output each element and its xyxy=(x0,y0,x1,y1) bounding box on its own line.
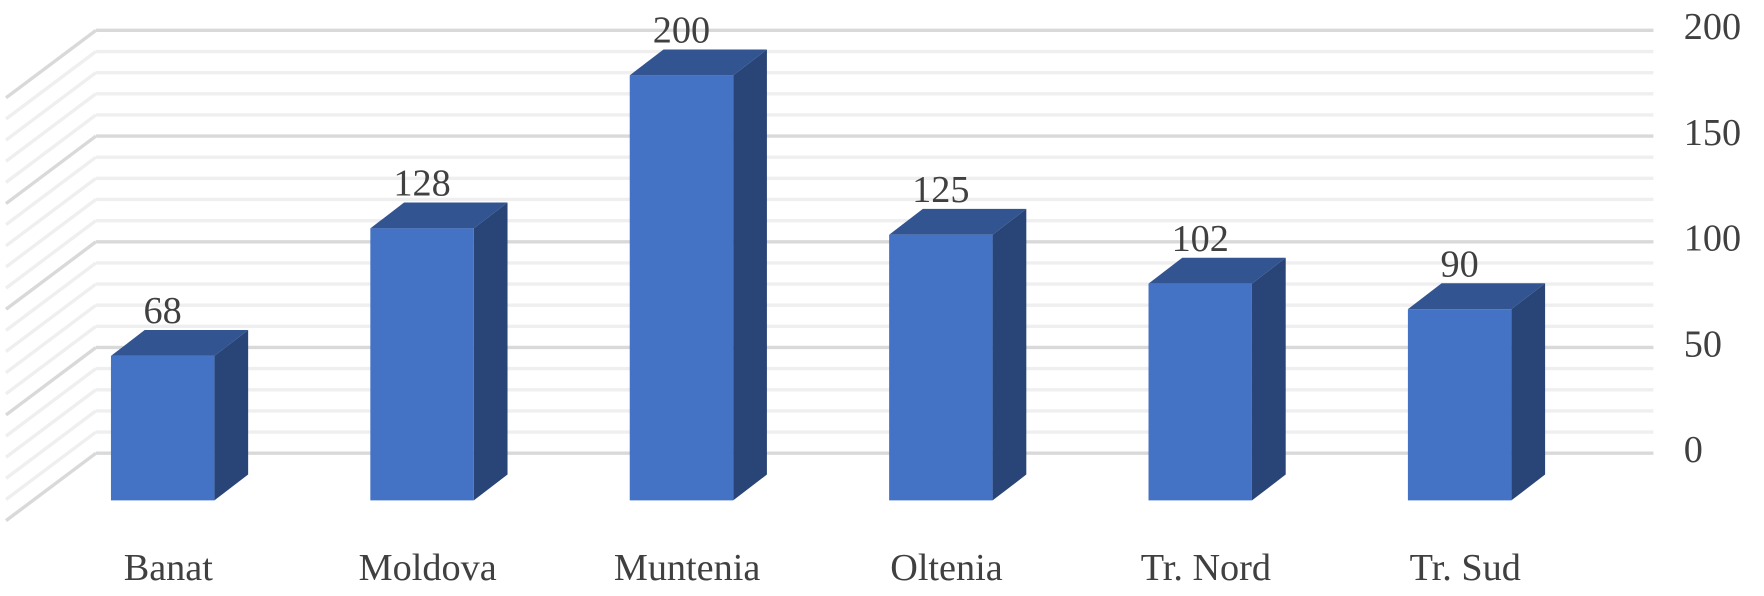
data-label: 125 xyxy=(912,169,969,211)
bar-side xyxy=(992,208,1027,501)
bar xyxy=(1407,283,1546,501)
y-tick-label: 100 xyxy=(1684,218,1741,260)
y-tick-label: 0 xyxy=(1684,429,1703,471)
data-label: 68 xyxy=(144,290,182,332)
bar xyxy=(370,202,508,501)
minor-grid-line xyxy=(4,430,97,501)
minor-grid-line xyxy=(4,50,97,121)
y-tick-label: 200 xyxy=(1684,6,1741,48)
minor-grid-line xyxy=(4,367,97,438)
bar-top xyxy=(110,330,249,356)
grid-line xyxy=(4,346,97,417)
bar xyxy=(629,49,767,501)
bar-front xyxy=(110,355,215,501)
bar-top xyxy=(1407,283,1546,310)
bar-top xyxy=(1148,257,1286,284)
bar-front xyxy=(629,75,734,501)
minor-grid-line xyxy=(4,282,97,353)
y-tick-label: 150 xyxy=(1684,112,1741,154)
x-tick-label: Tr. Nord xyxy=(1141,547,1271,589)
grid-line xyxy=(4,29,97,100)
bar-side xyxy=(1511,283,1546,501)
bar-side xyxy=(473,202,508,501)
x-tick-label: Banat xyxy=(124,547,214,589)
bar-side xyxy=(214,330,249,501)
minor-grid-line xyxy=(4,155,97,227)
bar xyxy=(889,208,1027,501)
bar xyxy=(1148,257,1286,501)
minor-grid-line xyxy=(4,324,97,396)
data-label: 128 xyxy=(393,163,450,205)
minor-grid-line xyxy=(4,409,97,480)
bar-front xyxy=(370,228,474,501)
minor-grid-line xyxy=(4,303,97,375)
data-label: 200 xyxy=(653,10,710,52)
x-tick-label: Oltenia xyxy=(890,547,1003,589)
minor-grid-line xyxy=(4,92,97,163)
data-label: 90 xyxy=(1441,243,1479,285)
grid-line xyxy=(4,240,97,311)
bar-side xyxy=(1251,257,1286,501)
x-tick-label: Tr. Sud xyxy=(1410,547,1521,589)
grid-line xyxy=(4,134,97,205)
bar xyxy=(110,330,249,501)
bar-front xyxy=(1407,309,1512,501)
bar-top xyxy=(629,49,767,76)
bar-top xyxy=(370,202,508,229)
bar-top xyxy=(889,208,1027,235)
minor-grid-line xyxy=(4,219,97,290)
bar-front xyxy=(889,234,993,501)
minor-grid-line xyxy=(4,71,97,142)
minor-grid-line xyxy=(4,388,97,459)
x-tick-label: Muntenia xyxy=(614,547,761,589)
x-tick-label: Moldova xyxy=(359,547,497,589)
bar-front xyxy=(1148,283,1252,501)
minor-grid-line xyxy=(4,113,97,184)
minor-grid-line xyxy=(4,177,97,248)
grid-line xyxy=(4,451,97,523)
bar-side xyxy=(733,49,767,501)
y-tick-label: 50 xyxy=(1684,323,1722,365)
minor-grid-line xyxy=(4,261,97,332)
minor-grid-line xyxy=(4,198,97,269)
data-label: 102 xyxy=(1172,218,1229,260)
